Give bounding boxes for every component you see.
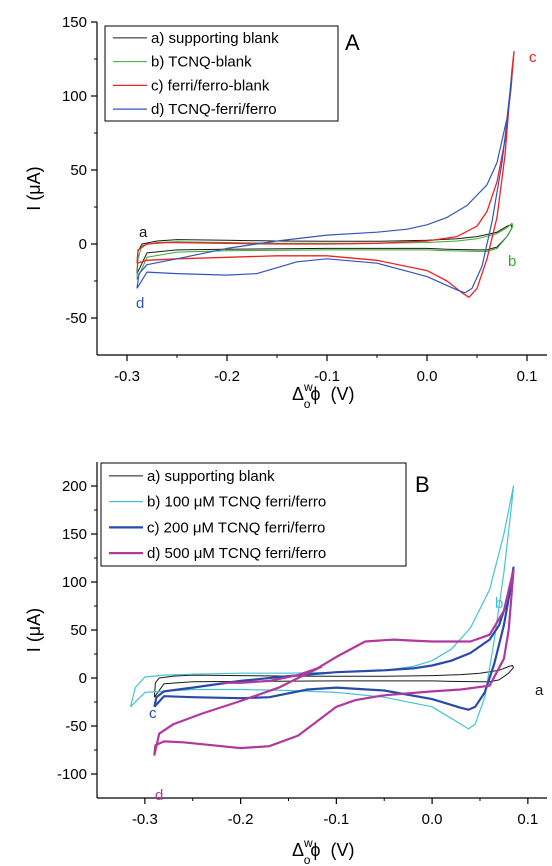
y-tick-label: -100: [57, 766, 87, 783]
x-tick-label: -0.2: [214, 368, 240, 385]
y-tick-label: 50: [70, 162, 87, 179]
y-tick-label: 100: [62, 88, 87, 105]
legend-label: a) supporting blank: [151, 30, 279, 47]
curve-label-c: c: [529, 49, 537, 66]
y-tick-label: 150: [62, 14, 87, 31]
panel-letter: A: [345, 30, 360, 55]
series-line-c: [136, 50, 515, 298]
series-line-a: [153, 665, 514, 698]
chart-panel-A: -0.3 -0.2 -0.1 0.0 0.1 -50 0 50 100 150 I (μA) Δw oϕ…: [24, 14, 547, 411]
curve-label-a: a: [139, 224, 148, 241]
chart-panel-B: -0.3 -0.2 -0.1 0.0 0.1 -100 -50 0 50 100 150 200 I (…: [24, 462, 547, 866]
curve-label-b: b: [495, 595, 503, 612]
x-tick-label: 0.0: [417, 368, 438, 385]
y-tick-label: -50: [65, 718, 87, 735]
x-axis-label: Δw oϕ (V): [292, 380, 354, 411]
y-tick-label: 50: [70, 622, 87, 639]
legend-box: [100, 462, 407, 567]
curve-label-d: d: [136, 295, 144, 312]
legend-label: d) 500 μM TCNQ ferri/ferro: [147, 545, 326, 562]
series-line-d: [136, 73, 513, 294]
legend-label: c) ferri/ferro-blank: [151, 77, 270, 94]
y-tick-label: 150: [62, 526, 87, 543]
series-line-b: [129, 485, 515, 730]
y-tick-label: 0: [79, 670, 87, 687]
series-line-a: [136, 224, 513, 274]
series-line-c: [153, 566, 515, 711]
y-tick-label: 0: [79, 236, 87, 253]
x-tick-label: -0.3: [132, 811, 158, 828]
curve-label-d: d: [155, 787, 163, 804]
x-tick-label: 0.0: [422, 811, 443, 828]
legend-label: a) supporting blank: [147, 468, 275, 485]
x-tick-label: 0.1: [517, 811, 538, 828]
legend-box: [104, 25, 339, 122]
y-tick-label: 100: [62, 574, 87, 591]
legend-label: c) 200 μM TCNQ ferri/ferro: [147, 519, 325, 536]
legend-label: b) TCNQ-blank: [151, 54, 252, 71]
y-axis-label: I (μA): [24, 166, 44, 210]
curve-label-b: b: [508, 253, 516, 270]
x-tick-label: -0.1: [323, 811, 349, 828]
x-tick-label: -0.2: [228, 811, 254, 828]
y-axis-label: I (μA): [24, 608, 44, 652]
y-tick-label: 200: [62, 478, 87, 495]
x-tick-label: -0.1: [314, 368, 340, 385]
panel-letter: B: [415, 472, 430, 497]
x-axis-label: Δw oϕ (V): [292, 836, 354, 866]
y-tick-label: -50: [65, 310, 87, 327]
curve-label-c: c: [149, 705, 157, 722]
series-line-d: [153, 569, 515, 756]
curve-label-a: a: [535, 682, 544, 699]
x-tick-label: -0.3: [114, 368, 140, 385]
x-tick-label: 0.1: [517, 368, 538, 385]
legend-label: d) TCNQ-ferri/ferro: [151, 101, 277, 118]
series-line-b: [136, 222, 514, 280]
legend-label: b) 100 μM TCNQ ferri/ferro: [147, 494, 326, 511]
